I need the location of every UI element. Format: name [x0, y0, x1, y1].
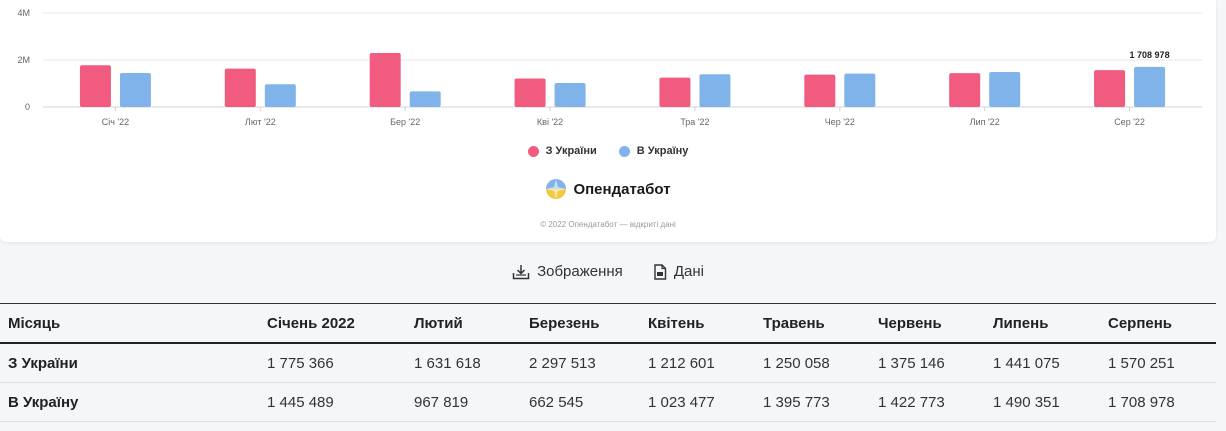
x-tick-label: Тра '22 [680, 117, 709, 127]
y-tick-label: 4M [17, 8, 30, 18]
y-tick-label: 2M [17, 55, 30, 65]
x-tick-label: Лип '22 [970, 117, 1000, 127]
bar-chart: 0 2M 4M Січ '22 Лют '22 Бер '22 Кві '22 Тра '22… [17, 8, 1202, 127]
table-header-cell: Червень [870, 303, 985, 344]
table-header-cell: Місяць [0, 303, 259, 344]
download-data-button[interactable]: Дані [653, 263, 704, 280]
table-header-cell: Квітень [640, 303, 755, 344]
bar-to-ukraine [699, 74, 731, 107]
table-cell: 1 445 489 [259, 382, 406, 422]
legend-label: З України [545, 145, 597, 157]
x-tick-label: Чер '22 [825, 117, 855, 127]
x-tick-label: Бер '22 [390, 117, 420, 127]
bar-to-ukraine [554, 82, 586, 107]
table-header-cell: Січень 2022 [259, 303, 406, 344]
x-tick-label: Кві '22 [537, 117, 563, 127]
table-header-cell: Травень [755, 303, 870, 344]
x-tick-label: Сер '22 [1114, 117, 1145, 127]
bar-from-ukraine [659, 77, 691, 107]
table-row-label: В Україну [0, 382, 259, 422]
table-cell: 1 631 618 [406, 343, 521, 383]
table-cell: 1 490 351 [985, 382, 1100, 422]
bar-from-ukraine [804, 74, 836, 107]
table-row-label: З України [0, 343, 259, 383]
csv-file-icon [654, 263, 667, 280]
table-cell: 1 395 773 [755, 382, 870, 422]
table-header-cell: Лютий [406, 303, 521, 344]
table-cell: 2 297 513 [521, 343, 640, 383]
bar-from-ukraine [949, 73, 981, 107]
opendatabot-logo-icon [546, 179, 567, 199]
bar-to-ukraine [264, 84, 296, 107]
bar-from-ukraine [514, 78, 546, 107]
download-icon [512, 264, 530, 279]
brand-name: Опендатабот [573, 180, 671, 198]
x-tick-label: Лют '22 [245, 117, 276, 127]
brand-logo: Опендатабот [0, 178, 1216, 200]
table-cell: 1 570 251 [1100, 343, 1216, 383]
table-header-cell: Серпень [1100, 303, 1216, 344]
bar-to-ukraine [844, 73, 876, 107]
table-cell: 1 422 773 [870, 382, 985, 422]
table-cell: 1 250 058 [755, 343, 870, 383]
table-cell: 1 212 601 [640, 343, 755, 383]
table-cell: 1 375 146 [870, 343, 985, 383]
download-image-button[interactable]: Зображення [512, 263, 623, 280]
table-cell: 1 441 075 [985, 343, 1100, 383]
data-table: Місяць Січень 2022 Лютий Березень Квітен… [0, 303, 1216, 422]
table-header-row: Місяць Січень 2022 Лютий Березень Квітен… [0, 303, 1216, 344]
bar-to-ukraine [1134, 66, 1166, 107]
chart-card: 0 2M 4M Січ '22 Лют '22 Бер '22 Кві '22 Тра '22… [0, 8, 1216, 229]
legend-label: В Україну [636, 145, 689, 157]
download-image-label: Зображення [537, 263, 623, 280]
table-cell: 1 708 978 [1100, 382, 1216, 422]
table-cell: 1 023 477 [640, 382, 755, 422]
legend-item-from-ukraine[interactable]: З України [527, 145, 597, 157]
table-cell: 1 775 366 [259, 343, 406, 383]
legend-swatch-to-ukraine [618, 145, 630, 157]
download-data-label: Дані [673, 263, 704, 280]
table-header-cell: Липень [985, 303, 1100, 344]
table-header-cell: Березень [521, 303, 640, 344]
copyright-text: © 2022 Опендатабот — відкриті дані [540, 220, 676, 229]
x-tick-label: Січ '22 [102, 117, 129, 127]
table-cell: 967 819 [406, 382, 521, 422]
bar-to-ukraine [119, 73, 151, 107]
table-row: В Україну 1 445 489 967 819 662 545 1 02… [0, 382, 1216, 422]
table-cell: 662 545 [521, 382, 640, 422]
bar-from-ukraine [224, 68, 256, 107]
bar-from-ukraine [1094, 70, 1126, 107]
chart-legend: З України В Україну [0, 145, 1216, 157]
chart-actions: Зображення Дані [0, 263, 1216, 280]
legend-item-to-ukraine[interactable]: В Україну [618, 145, 689, 157]
bar-from-ukraine [369, 53, 401, 107]
data-label: 1 708 978 [1130, 50, 1170, 60]
bar-to-ukraine [989, 71, 1021, 107]
table-row: З України 1 775 366 1 631 618 2 297 513 … [0, 343, 1216, 383]
bar-from-ukraine [79, 65, 111, 107]
legend-swatch-from-ukraine [527, 145, 539, 157]
bar-to-ukraine [409, 91, 441, 107]
y-tick-label: 0 [25, 102, 30, 112]
